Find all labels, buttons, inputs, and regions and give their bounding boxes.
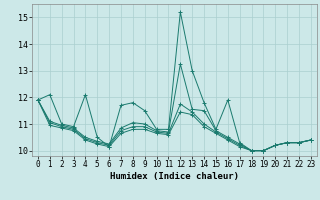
X-axis label: Humidex (Indice chaleur): Humidex (Indice chaleur) <box>110 172 239 181</box>
